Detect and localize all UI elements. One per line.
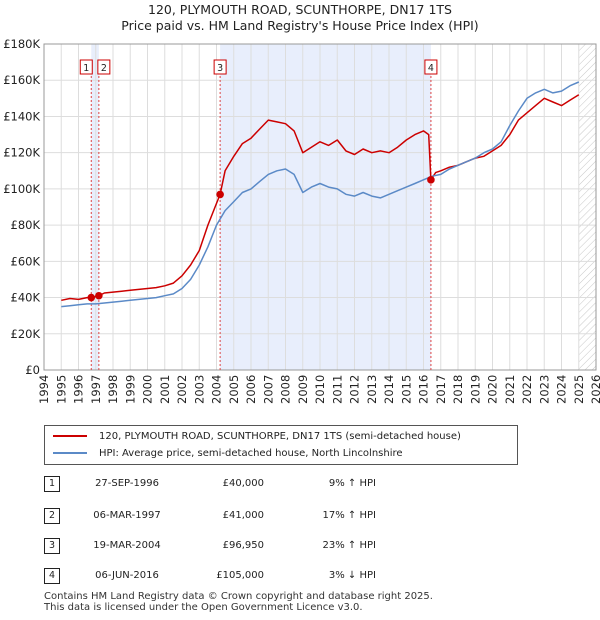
x-tick-label: 2003	[192, 375, 206, 404]
x-tick-label: 2015	[399, 375, 413, 404]
x-tick-label: 2020	[486, 375, 500, 404]
legend: 120, PLYMOUTH ROAD, SCUNTHORPE, DN17 1TS…	[44, 425, 518, 465]
x-tick-label: 2007	[261, 375, 275, 404]
sale-point	[427, 176, 435, 184]
x-tick-label: 2014	[382, 375, 396, 404]
sale-point	[87, 293, 96, 302]
sale-label: 1	[83, 63, 89, 74]
hpi-line	[61, 81, 580, 308]
sale-date: 19-MAR-2004	[93, 540, 161, 551]
sale-point	[95, 291, 103, 300]
sale-label: 4	[428, 63, 434, 74]
sale-hpi-diff: 17% ↑ HPI	[322, 510, 376, 521]
legend-swatch-property	[53, 435, 87, 437]
x-tick-label: 2022	[520, 375, 534, 404]
legend-swatch-hpi	[53, 452, 87, 454]
x-tick-label: 2013	[365, 375, 379, 404]
sale-row: 1 27-SEP-1996 £40,000 9% ↑ HPI	[44, 476, 464, 492]
x-tick-label: 2008	[279, 375, 293, 404]
x-tick-label: 2025	[572, 375, 586, 404]
sale-label-box	[424, 59, 438, 75]
sale-point	[216, 190, 224, 199]
y-tick-label: £160K	[3, 73, 40, 87]
y-tick-label: £40K	[11, 291, 41, 305]
sale-row: 3 19-MAR-2004 £96,950 23% ↑ HPI	[44, 538, 464, 554]
sale-number-badge: 4	[44, 568, 60, 584]
x-tick-label: 2001	[158, 375, 172, 404]
x-tick-label: 1999	[123, 375, 137, 404]
sale-hpi-diff: 3% ↓ HPI	[328, 570, 376, 581]
x-tick-label: 1995	[54, 375, 68, 404]
y-tick-label: £60K	[11, 254, 41, 268]
sale-hpi-diff: 23% ↑ HPI	[322, 540, 376, 551]
y-tick-label: £80K	[11, 218, 41, 232]
y-tick-label: £120K	[3, 146, 40, 160]
sale-number-badge: 3	[44, 538, 60, 554]
legend-label-property: 120, PLYMOUTH ROAD, SCUNTHORPE, DN17 1TS…	[99, 430, 461, 442]
forecast-hatch	[578, 44, 596, 370]
chart-subtitle: Price paid vs. HM Land Registry's House …	[121, 18, 479, 33]
legend-item-hpi: HPI: Average price, semi-detached house,…	[53, 445, 403, 461]
sale-date: 06-MAR-1997	[93, 510, 161, 521]
y-tick-label: £100K	[3, 182, 40, 196]
x-tick-label: 2024	[555, 375, 569, 404]
plot-frame	[43, 43, 597, 371]
x-tick-label: 2017	[434, 375, 448, 404]
price-chart: £0 £20K £40K £60K £80K £100K £120K £140K £160K £1…	[3, 37, 600, 404]
sale-price: £41,000	[222, 510, 264, 521]
x-tick-label: 2023	[537, 375, 551, 404]
sale-label-box	[79, 59, 93, 75]
sale-price: £40,000	[222, 478, 264, 489]
x-tick-label: 2002	[175, 375, 189, 404]
sale-label: 3	[217, 63, 223, 74]
x-tick-label: 2012	[348, 375, 362, 404]
footer: Contains HM Land Registry data © Crown c…	[44, 591, 433, 613]
sale-date: 27-SEP-1996	[95, 478, 159, 489]
y-tick-label: £180K	[3, 37, 40, 51]
footer-copyright: Contains HM Land Registry data © Crown c…	[44, 591, 433, 602]
legend-label-hpi: HPI: Average price, semi-detached house,…	[99, 447, 403, 459]
sale-date: 06-JUN-2016	[95, 570, 159, 581]
x-tick-label: 2009	[296, 375, 310, 404]
x-tick-label: 1994	[37, 375, 51, 404]
sale-price: £96,950	[222, 540, 264, 551]
x-tick-label: 2019	[468, 375, 482, 404]
legend-item-property: 120, PLYMOUTH ROAD, SCUNTHORPE, DN17 1TS…	[53, 428, 461, 444]
sale-number-badge: 2	[44, 508, 60, 524]
sale-label: 2	[101, 63, 107, 74]
y-tick-label: £20K	[11, 327, 41, 341]
x-tick-label: 2018	[451, 375, 465, 404]
chart-title: 120, PLYMOUTH ROAD, SCUNTHORPE, DN17 1TS	[148, 2, 452, 17]
ownership-shade	[220, 44, 431, 370]
sale-number-badge: 1	[44, 476, 60, 492]
y-tick-label: £0	[25, 363, 40, 377]
x-tick-label: 2026	[589, 375, 600, 404]
x-tick-label: 2005	[227, 375, 241, 404]
sale-price: £105,000	[216, 570, 264, 581]
sale-row: 4 06-JUN-2016 £105,000 3% ↓ HPI	[44, 568, 464, 584]
footer-licence: This data is licensed under the Open Gov…	[44, 602, 363, 613]
sale-label-box	[97, 59, 111, 75]
property-price-line	[61, 94, 580, 302]
x-tick-label: 1998	[106, 375, 120, 404]
x-tick-label: 2016	[417, 375, 431, 404]
sale-row: 2 06-MAR-1997 £41,000 17% ↑ HPI	[44, 508, 464, 524]
x-tick-label: 2000	[141, 375, 155, 404]
x-tick-label: 2006	[244, 375, 258, 404]
x-tick-label: 2004	[210, 375, 224, 404]
y-tick-label: £140K	[3, 109, 40, 123]
x-tick-label: 2010	[313, 375, 327, 404]
x-tick-label: 1997	[89, 375, 103, 404]
sale-label-box	[213, 59, 227, 75]
x-tick-label: 2021	[503, 375, 517, 404]
ownership-shade	[91, 44, 99, 370]
x-tick-label: 2011	[330, 375, 344, 404]
sale-hpi-diff: 9% ↑ HPI	[328, 478, 376, 489]
x-tick-label: 1996	[72, 375, 86, 404]
